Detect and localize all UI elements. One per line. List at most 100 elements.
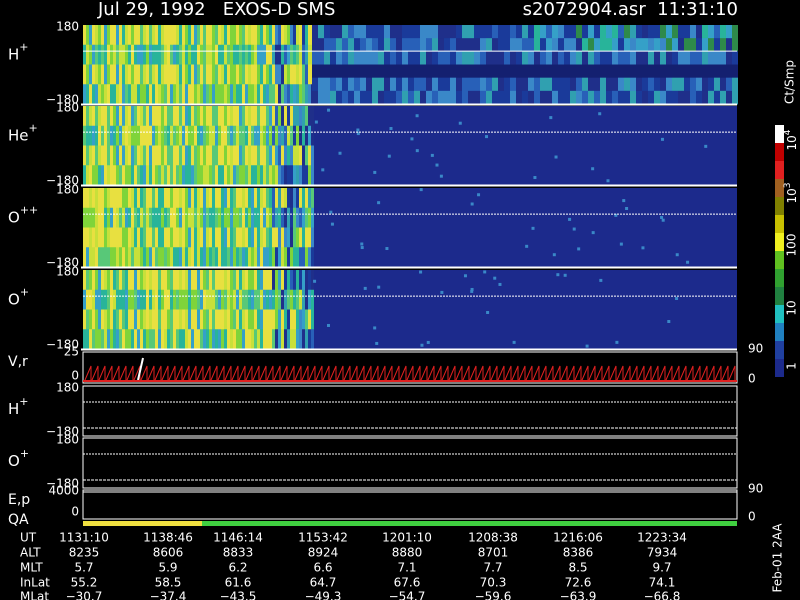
spectrogram-cell bbox=[221, 188, 224, 209]
spectrogram-cell bbox=[296, 329, 299, 350]
spectrogram-cell bbox=[468, 25, 474, 39]
spectrogram-speck bbox=[435, 163, 439, 167]
spectrogram-cell bbox=[179, 106, 182, 127]
spectrogram-cell bbox=[149, 188, 152, 209]
y-tick-label: 25 bbox=[64, 345, 79, 359]
spectrogram-cell bbox=[98, 84, 101, 105]
spectrogram-cell bbox=[624, 77, 630, 92]
y2-tick-label: 90 bbox=[748, 482, 763, 496]
spectrogram-cell bbox=[149, 106, 152, 127]
spectrogram-speck bbox=[661, 218, 665, 222]
spectrogram-cell bbox=[642, 51, 648, 65]
spectrogram-cell bbox=[456, 77, 462, 92]
spectrogram-cell bbox=[492, 90, 498, 105]
spectrogram-cell bbox=[224, 84, 227, 105]
spectrogram-cell bbox=[167, 125, 170, 146]
spectrogram-cell bbox=[528, 64, 534, 79]
spectrogram-cell bbox=[528, 38, 534, 52]
spectrogram-cell bbox=[248, 64, 251, 85]
spectrogram-cell bbox=[209, 227, 212, 248]
spectrogram-cell bbox=[293, 309, 296, 330]
spectrogram-cell bbox=[474, 38, 480, 52]
spectrogram-cell bbox=[269, 145, 272, 166]
spectrogram-cell bbox=[128, 145, 131, 166]
ion-charge: + bbox=[20, 447, 29, 460]
spectrogram-cell bbox=[311, 289, 314, 310]
spectrogram-cell bbox=[305, 25, 308, 46]
spectrogram-cell bbox=[173, 289, 176, 310]
velocity-trace bbox=[462, 365, 470, 381]
spectrogram-cell bbox=[131, 145, 134, 166]
spectrogram-cell bbox=[224, 64, 227, 85]
spectrogram-cell bbox=[242, 329, 245, 350]
spectrogram-cell bbox=[296, 309, 299, 330]
spectrogram-cell bbox=[290, 329, 293, 350]
spectrogram-cell bbox=[92, 247, 95, 268]
spectrogram-cell bbox=[492, 25, 498, 39]
spectrogram-cell bbox=[534, 38, 540, 52]
spectrogram-cell bbox=[206, 165, 209, 186]
spectrogram-cell bbox=[654, 64, 660, 79]
spectrogram-cell bbox=[128, 64, 131, 85]
spectrogram-cell bbox=[194, 247, 197, 268]
spectrogram-speck bbox=[585, 344, 589, 348]
colorbar-cell bbox=[775, 143, 784, 161]
spectrogram-cell bbox=[203, 125, 206, 146]
spectrogram-cell bbox=[305, 270, 308, 291]
spectrogram-cell bbox=[107, 44, 110, 65]
spectrogram-cell bbox=[170, 165, 173, 186]
spectrogram-cell bbox=[263, 84, 266, 105]
spectrogram-cell bbox=[95, 106, 98, 127]
spectrogram-cell bbox=[384, 51, 390, 65]
spectrogram-cell bbox=[257, 227, 260, 248]
spectrogram-speck bbox=[552, 253, 556, 257]
spectrogram-cell bbox=[140, 188, 143, 209]
velocity-trace bbox=[301, 365, 309, 381]
spectrogram-cell bbox=[182, 270, 185, 291]
spectrogram-cell bbox=[209, 106, 212, 127]
spectrogram-cell bbox=[266, 64, 269, 85]
spectrogram-cell bbox=[245, 165, 248, 186]
spectrogram-cell bbox=[281, 309, 284, 330]
spectrogram-cell bbox=[290, 270, 293, 291]
spectrogram-cell bbox=[170, 289, 173, 310]
spectrogram-cell bbox=[89, 188, 92, 209]
spectrogram-cell bbox=[354, 38, 360, 52]
spectrogram-cell bbox=[161, 270, 164, 291]
y-tick-label: 180 bbox=[56, 183, 79, 197]
ion-name: He bbox=[8, 126, 29, 144]
spectrogram-cell bbox=[230, 25, 233, 46]
spectrogram-cell bbox=[206, 329, 209, 350]
spectrogram-cell bbox=[83, 125, 86, 146]
velocity-trace bbox=[672, 365, 680, 381]
spectrogram-cell bbox=[182, 84, 185, 105]
spectrogram-cell bbox=[438, 64, 444, 79]
spectrogram-cell bbox=[269, 270, 272, 291]
spectrogram-cell bbox=[690, 25, 696, 39]
spectrogram-cell bbox=[254, 25, 257, 46]
spectrogram-cell bbox=[290, 247, 293, 268]
spectrogram-cell bbox=[281, 270, 284, 291]
spectrogram-cell bbox=[227, 329, 230, 350]
spectrogram-cell bbox=[245, 207, 248, 228]
spectrogram-cell bbox=[251, 25, 254, 46]
spectrogram-cell bbox=[188, 289, 191, 310]
spectrogram-cell bbox=[251, 309, 254, 330]
spectrogram-cell bbox=[263, 309, 266, 330]
velocity-trace bbox=[721, 365, 729, 381]
spectrogram-cell bbox=[311, 106, 314, 127]
spectrogram-cell bbox=[248, 188, 251, 209]
spectrogram-cell bbox=[272, 165, 275, 186]
spectrogram-cell bbox=[636, 77, 642, 92]
spectrogram-cell bbox=[372, 25, 378, 39]
spectrogram-cell bbox=[101, 188, 104, 209]
spectrogram-cell bbox=[726, 51, 732, 65]
spectrogram-cell bbox=[116, 188, 119, 209]
spectrogram-cell bbox=[161, 309, 164, 330]
spectrogram-cell bbox=[254, 44, 257, 65]
spectrogram-cell bbox=[290, 145, 293, 166]
spectrogram-cell bbox=[134, 188, 137, 209]
spectrogram-cell bbox=[263, 270, 266, 291]
spectrogram-speck bbox=[389, 127, 393, 131]
spectrogram-cell bbox=[203, 64, 206, 85]
